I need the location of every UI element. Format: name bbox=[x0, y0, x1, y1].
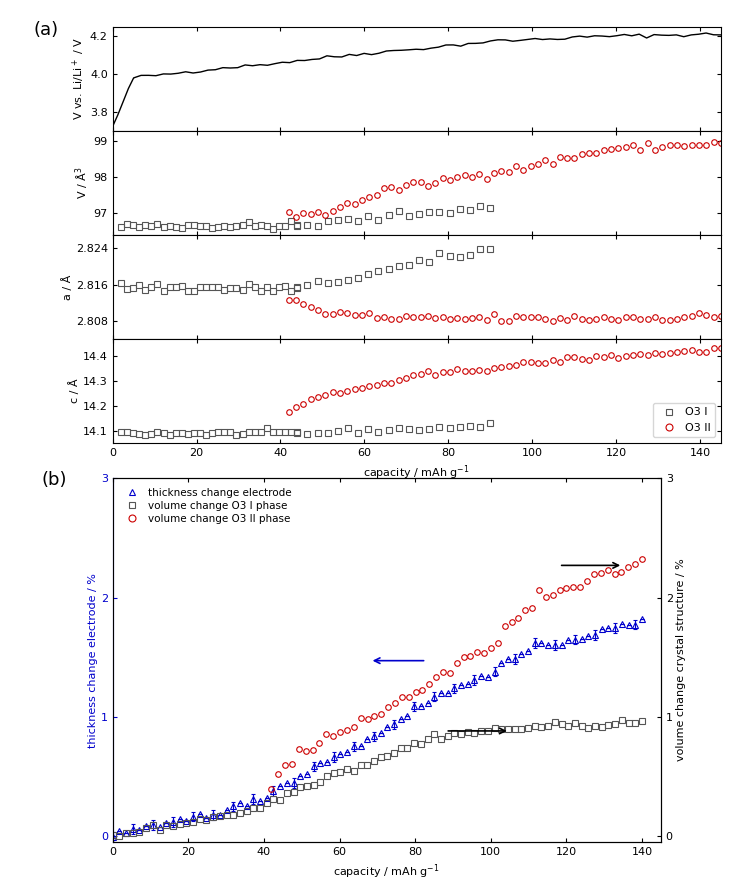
X-axis label: capacity / mAh g$^{-1}$: capacity / mAh g$^{-1}$ bbox=[333, 862, 440, 881]
Legend: O3 I, O3 II: O3 I, O3 II bbox=[653, 403, 716, 438]
Y-axis label: V / Å$^3$: V / Å$^3$ bbox=[74, 167, 91, 199]
Y-axis label: a / Å: a / Å bbox=[62, 274, 73, 299]
Text: (a): (a) bbox=[34, 21, 59, 39]
Y-axis label: volume change crystal structure / %: volume change crystal structure / % bbox=[676, 559, 686, 761]
X-axis label: capacity / mAh g$^{-1}$: capacity / mAh g$^{-1}$ bbox=[363, 463, 470, 482]
Y-axis label: V vs. Li/Li$^+$ / V: V vs. Li/Li$^+$ / V bbox=[71, 37, 87, 120]
Y-axis label: thickness change electrode / %: thickness change electrode / % bbox=[88, 572, 98, 748]
Text: (b): (b) bbox=[41, 471, 67, 489]
Y-axis label: c / Å: c / Å bbox=[69, 378, 80, 403]
Legend: thickness change electrode, volume change O3 I phase, volume change O3 II phase: thickness change electrode, volume chang… bbox=[118, 484, 296, 528]
